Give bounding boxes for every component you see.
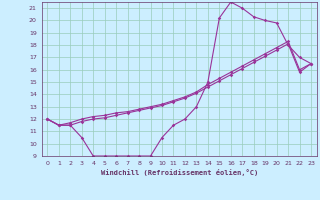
X-axis label: Windchill (Refroidissement éolien,°C): Windchill (Refroidissement éolien,°C): [100, 169, 258, 176]
